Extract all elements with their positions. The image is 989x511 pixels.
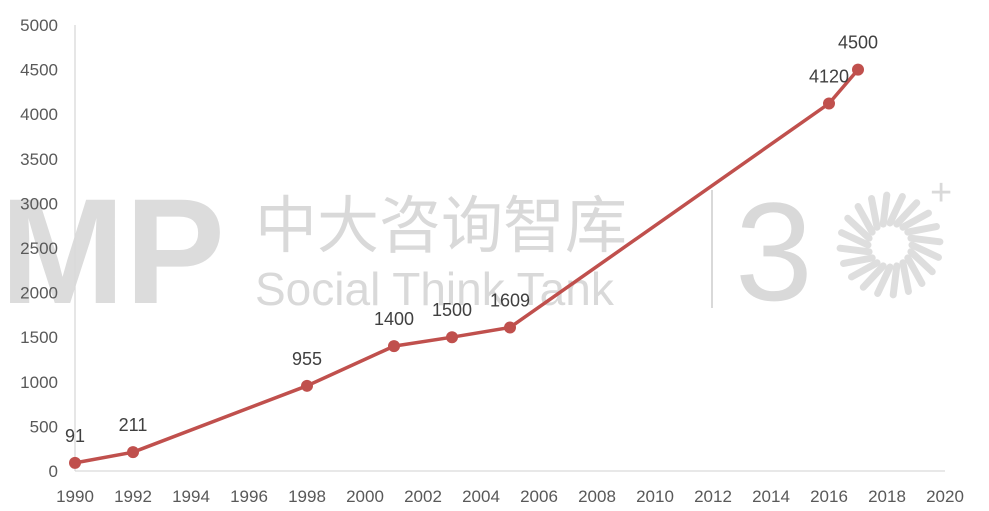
- x-tick-label: 1996: [230, 487, 268, 506]
- x-tick-label: 2006: [520, 487, 558, 506]
- data-label: 955: [292, 349, 322, 369]
- data-label: 1400: [374, 309, 414, 329]
- tick-labels: 0 500 1000 1500 2000 2500 3000 3500 4000 4500 5000…: [20, 16, 964, 506]
- x-tick-label: 2012: [694, 487, 732, 506]
- x-tick-label: 2004: [462, 487, 500, 506]
- y-tick-label: 0: [49, 462, 58, 481]
- data-label: 211: [119, 415, 148, 435]
- watermark-en-title: Social Think Tank: [255, 263, 615, 315]
- x-tick-label: 2020: [926, 487, 964, 506]
- watermark-badge-sup: +: [930, 172, 952, 214]
- data-point: [504, 321, 516, 334]
- axes: [74, 25, 945, 472]
- data-point: [388, 340, 400, 353]
- data-point: [446, 331, 458, 344]
- data-point: [301, 379, 313, 392]
- y-tick-label: 4500: [20, 61, 58, 80]
- x-tick-label: 2016: [810, 487, 848, 506]
- watermark: MP 中大咨询智库 Social Think Tank 3 +: [0, 167, 952, 335]
- data-point: [69, 456, 81, 469]
- series-line: [74, 68, 860, 465]
- data-label: 4500: [838, 33, 878, 53]
- data-point: [823, 97, 835, 110]
- watermark-badge-number: 3: [735, 173, 813, 330]
- y-tick-label: 2500: [20, 239, 58, 258]
- x-tick-label: 2010: [636, 487, 674, 506]
- data-label: 91: [65, 426, 85, 446]
- data-labels: 91 211 955 1400 1500 1609 4120 4500: [65, 33, 878, 446]
- watermark-cn-title: 中大咨询智库: [255, 189, 627, 262]
- x-tick-label: 1994: [172, 487, 210, 506]
- y-tick-label: 5000: [20, 16, 58, 35]
- x-tick-label: 2000: [346, 487, 384, 506]
- y-tick-label: 3500: [20, 150, 58, 169]
- y-tick-label: 1000: [20, 373, 58, 392]
- x-tick-label: 2014: [752, 487, 790, 506]
- y-tick-label: 1500: [20, 328, 58, 347]
- watermark-sunburst-icon: [836, 191, 944, 299]
- data-point: [852, 63, 864, 76]
- data-label: 1500: [432, 300, 472, 320]
- x-tick-label: 1992: [114, 487, 152, 506]
- x-tick-label: 1990: [56, 487, 94, 506]
- data-label: 1609: [490, 290, 530, 310]
- y-tick-label: 3000: [20, 194, 58, 213]
- watermark-logo: MP: [0, 167, 225, 335]
- y-tick-label: 500: [30, 417, 58, 436]
- data-point: [127, 446, 139, 459]
- x-tick-label: 1998: [288, 487, 326, 506]
- x-tick-label: 2002: [404, 487, 442, 506]
- y-tick-label: 2000: [20, 284, 58, 303]
- x-tick-label: 2018: [868, 487, 906, 506]
- series-layer: [69, 63, 864, 469]
- data-label: 4120: [809, 66, 849, 86]
- x-tick-label: 2008: [578, 487, 616, 506]
- y-tick-label: 4000: [20, 105, 58, 124]
